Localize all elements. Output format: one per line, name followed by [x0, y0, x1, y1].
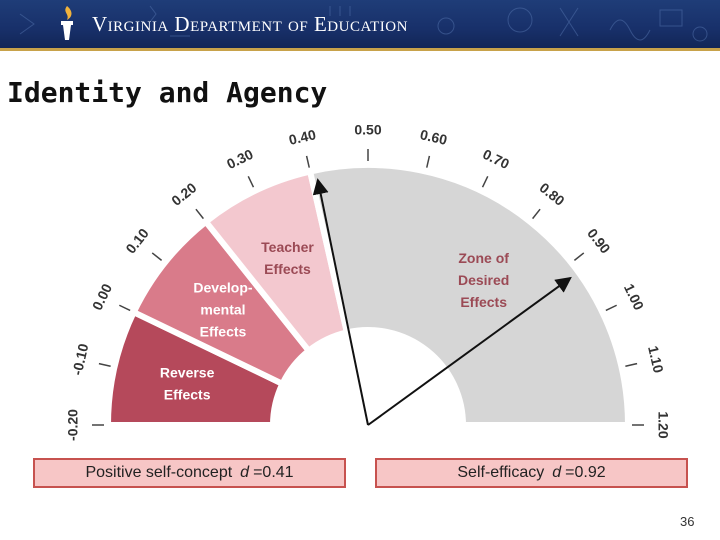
- slide-number: 36: [680, 514, 695, 529]
- zone-label: Teacher: [261, 239, 314, 255]
- tick-mark: [119, 304, 131, 312]
- zone-label: Effects: [200, 323, 247, 339]
- effect-symbol: d: [240, 464, 250, 481]
- result-label: Positive self-concept: [85, 464, 233, 481]
- tick-label: 0.40: [287, 126, 317, 148]
- page-title: Identity and Agency: [7, 76, 328, 109]
- zone-label: Reverse: [160, 365, 215, 381]
- zone-label: Desired: [458, 272, 509, 288]
- result-box-self-efficacy: Self-efficacy d = 0.92: [375, 458, 688, 488]
- tick-mark: [532, 208, 541, 220]
- tick-mark: [151, 252, 163, 261]
- header-banner: Virginia Department of Education: [0, 0, 720, 48]
- tick-label: 0.00: [89, 281, 115, 313]
- effect-symbol: d: [552, 464, 562, 481]
- equals-sign: =: [565, 464, 575, 481]
- doodle-pattern: [19, 5, 708, 42]
- tick-mark: [481, 176, 489, 188]
- tick-label: 1.00: [621, 281, 647, 313]
- tick-mark: [195, 208, 204, 220]
- zone-label: Effects: [264, 261, 311, 277]
- tick-label: -0.10: [69, 342, 92, 377]
- pointer-arrow-0: [312, 178, 369, 426]
- pointer-arrow-1: [367, 276, 572, 426]
- zone-label: Develop-: [193, 279, 252, 295]
- tick-mark: [426, 155, 431, 168]
- zone-label: Effects: [460, 294, 507, 310]
- equals-sign: =: [253, 464, 263, 481]
- tick-label: 0.30: [224, 146, 256, 172]
- tick-mark: [625, 362, 638, 367]
- result-value: 0.41: [262, 464, 294, 481]
- result-value: 0.92: [574, 464, 606, 481]
- tick-label: 0.50: [354, 122, 381, 138]
- tick-label: 0.90: [584, 225, 614, 256]
- tick-mark: [605, 304, 617, 312]
- zone-label: Effects: [164, 387, 211, 403]
- tick-label: 1.10: [645, 344, 667, 374]
- tick-label: 0.10: [122, 225, 152, 256]
- tick-label: -0.20: [65, 409, 81, 441]
- tick-mark: [305, 155, 310, 168]
- tick-label: 0.80: [536, 179, 567, 209]
- result-box-self-concept: Positive self-concept d = 0.41: [33, 458, 346, 488]
- tick-label: 0.60: [419, 126, 449, 148]
- org-title: Virginia Department of Education: [92, 12, 408, 36]
- tick-label: 1.20: [655, 411, 671, 438]
- zone-label: mental: [200, 301, 245, 317]
- result-label: Self-efficacy: [457, 464, 545, 481]
- zone-wedge-3: [307, 162, 631, 428]
- tick-label: 0.70: [480, 146, 512, 172]
- banner-rule: [0, 48, 720, 51]
- torch-logo-icon: [61, 6, 73, 40]
- zone-label: Zone of: [458, 250, 509, 266]
- tick-mark: [247, 176, 255, 188]
- tick-mark: [98, 362, 111, 367]
- tick-label: 0.20: [168, 179, 199, 209]
- tick-mark: [573, 252, 585, 261]
